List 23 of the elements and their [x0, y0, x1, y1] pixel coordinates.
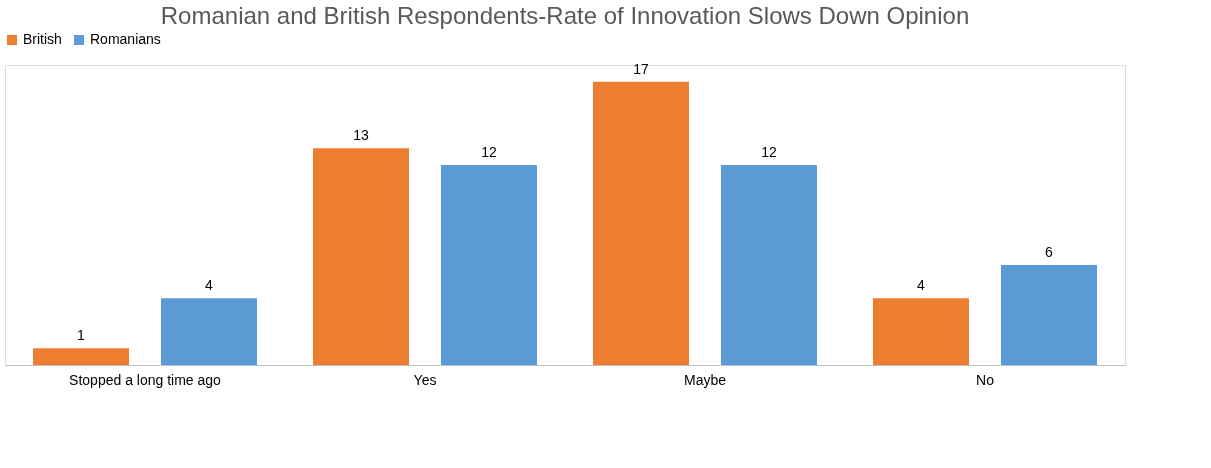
data-label: 6 [1045, 244, 1054, 260]
bar [33, 348, 129, 365]
bar [1001, 265, 1097, 365]
data-label: 13 [353, 127, 369, 144]
x-tick-label: Maybe [683, 371, 727, 388]
data-label: 17 [633, 60, 649, 77]
legend-label: British [23, 31, 62, 47]
bar [441, 165, 537, 365]
legend-label: Romanians [90, 31, 161, 47]
chart-title: Romanian and British Respondents-Rate of Innovation Slows Down Opinion [160, 2, 970, 29]
bar [313, 148, 409, 365]
bar [721, 165, 817, 365]
data-label: 12 [481, 144, 497, 160]
bar [873, 298, 969, 365]
data-label: 4 [205, 277, 214, 294]
data-label: 12 [761, 144, 777, 160]
data-label: 4 [917, 277, 926, 294]
x-tick-label: Stopped a long time ago [69, 371, 222, 388]
x-tick-label: No [976, 371, 995, 388]
x-tick-label: Yes [413, 371, 437, 388]
data-label: 1 [77, 327, 86, 344]
bar [593, 81, 689, 365]
bar [161, 298, 257, 365]
